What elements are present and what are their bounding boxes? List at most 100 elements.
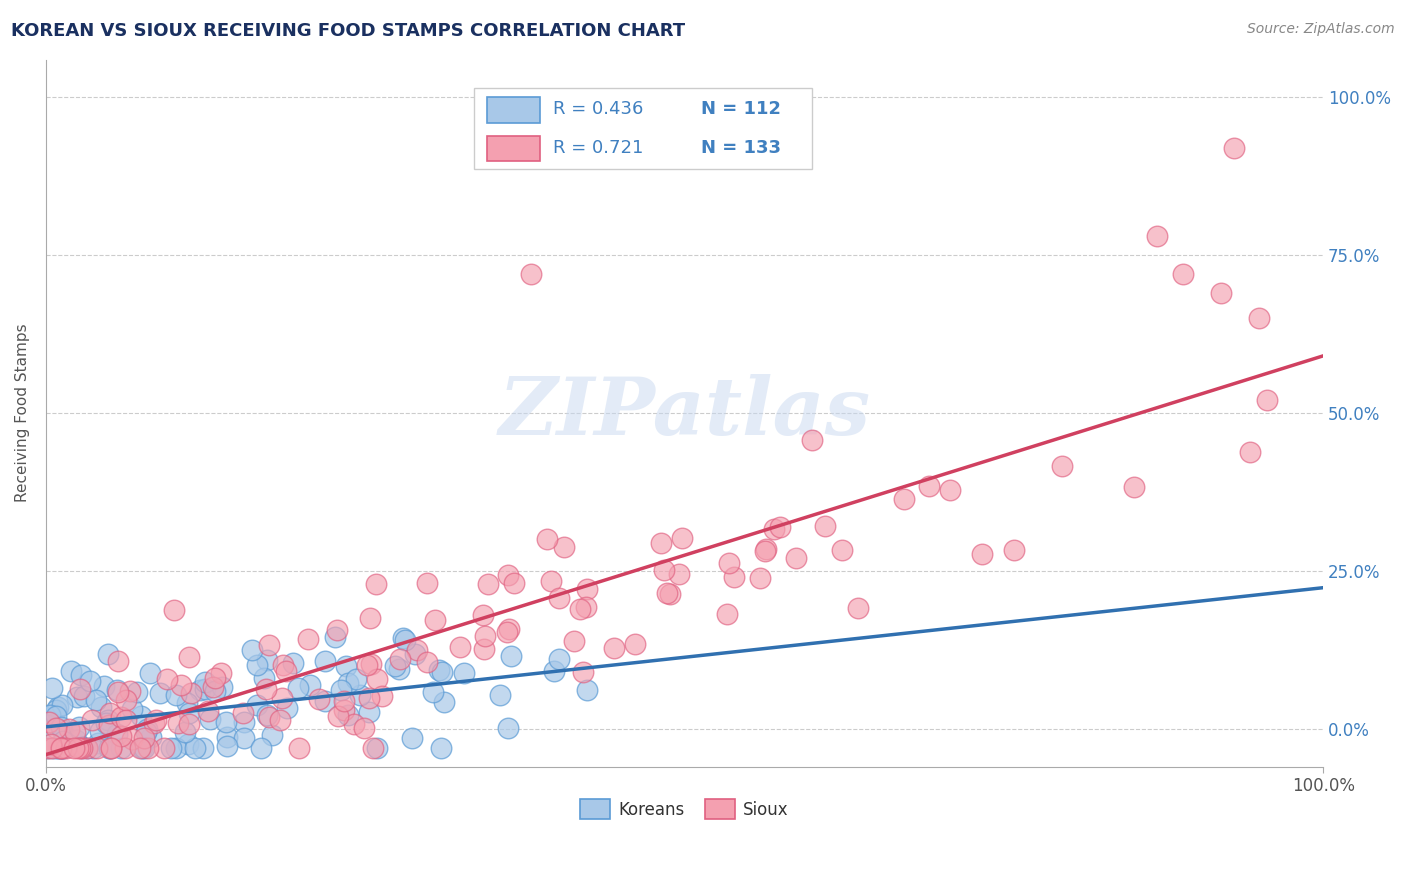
Point — [145, 713, 167, 727]
Point — [121, 702, 143, 716]
Point — [254, 682, 277, 697]
Point — [253, 671, 276, 685]
Point — [325, 630, 347, 644]
Point — [472, 641, 495, 656]
Point — [143, 716, 166, 731]
Point — [59, 665, 82, 679]
Point — [45, 703, 67, 717]
Point — [270, 690, 292, 705]
Point — [67, 720, 90, 734]
Point — [893, 492, 915, 507]
Point — [38, 708, 60, 723]
Point — [41, 681, 63, 695]
Point — [46, 740, 69, 755]
Point — [110, 729, 132, 743]
Point — [100, 740, 122, 755]
Point — [135, 725, 157, 739]
Point — [97, 647, 120, 661]
Point — [499, 648, 522, 663]
Point — [471, 607, 494, 622]
Point — [49, 721, 72, 735]
Point — [93, 679, 115, 693]
Point — [366, 672, 388, 686]
Point — [194, 675, 217, 690]
Point — [762, 522, 785, 536]
Point — [69, 682, 91, 697]
Point — [755, 541, 778, 556]
Point — [63, 724, 86, 739]
Point — [79, 673, 101, 688]
Point — [536, 532, 558, 546]
Point — [51, 740, 73, 755]
Point — [359, 611, 381, 625]
Point — [114, 693, 136, 707]
Point — [52, 740, 75, 755]
Point — [1209, 286, 1232, 301]
Point — [136, 740, 159, 755]
Point — [650, 536, 672, 550]
Point — [423, 613, 446, 627]
Point — [429, 740, 451, 755]
Point — [281, 656, 304, 670]
Point — [569, 602, 592, 616]
Point — [496, 625, 519, 640]
Point — [39, 737, 62, 751]
Point — [98, 706, 121, 720]
Point — [269, 713, 291, 727]
Point — [357, 705, 380, 719]
Point — [333, 694, 356, 708]
Point — [260, 728, 283, 742]
Point — [477, 577, 499, 591]
Point — [540, 574, 562, 588]
Point — [364, 577, 387, 591]
Point — [128, 740, 150, 755]
Point — [1249, 311, 1271, 326]
FancyBboxPatch shape — [474, 88, 813, 169]
Point — [232, 731, 254, 746]
Point — [163, 603, 186, 617]
Point — [105, 682, 128, 697]
Point — [38, 714, 60, 729]
Point — [314, 654, 336, 668]
Point — [69, 668, 91, 682]
Point — [326, 623, 349, 637]
Point — [49, 740, 72, 755]
Point — [70, 740, 93, 755]
Point — [576, 582, 599, 597]
Point — [256, 653, 278, 667]
Point — [70, 740, 93, 755]
Point — [427, 663, 450, 677]
Point — [246, 698, 269, 712]
Point — [659, 587, 682, 601]
Point — [204, 671, 226, 685]
Point — [110, 740, 132, 755]
Point — [489, 688, 512, 702]
Point — [211, 681, 233, 695]
Point — [76, 740, 98, 755]
Point — [65, 733, 87, 747]
Point — [432, 665, 454, 680]
Point — [86, 740, 108, 755]
Point — [76, 740, 98, 755]
Y-axis label: Receiving Food Stamps: Receiving Food Stamps — [15, 324, 30, 502]
Point — [51, 723, 73, 737]
Point — [801, 433, 824, 447]
Point — [575, 600, 598, 615]
Point — [204, 684, 226, 698]
Point — [360, 657, 382, 671]
Point — [496, 568, 519, 582]
Point — [371, 689, 394, 703]
Point — [197, 704, 219, 718]
Point — [51, 698, 73, 713]
Point — [41, 740, 63, 755]
Point — [193, 681, 215, 696]
Point — [271, 657, 294, 672]
Point — [177, 717, 200, 731]
Point — [1002, 543, 1025, 558]
Point — [100, 740, 122, 755]
Point — [1256, 392, 1278, 407]
Point — [453, 666, 475, 681]
Text: R = 0.436: R = 0.436 — [553, 100, 644, 118]
Point — [918, 479, 941, 493]
Point — [415, 575, 437, 590]
